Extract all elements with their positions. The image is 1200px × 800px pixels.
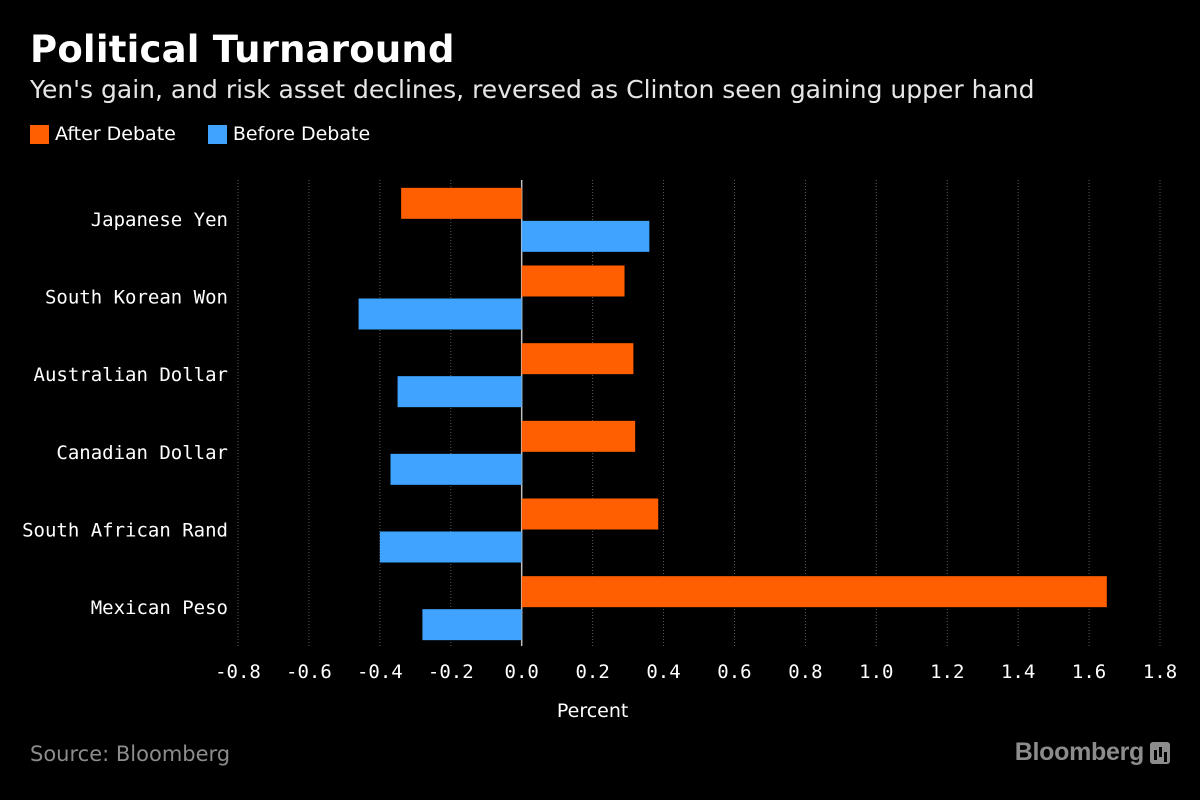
- source-note: Source: Bloomberg: [30, 742, 231, 766]
- bar-before-debate-australian-dollar: [397, 376, 522, 408]
- legend-item-after-debate: After Debate: [30, 123, 176, 145]
- x-tick-label: 0.6: [717, 661, 751, 683]
- bar-after-debate-japanese-yen: [401, 187, 522, 219]
- bar-before-debate-japanese-yen: [521, 220, 650, 252]
- category-label-south-african-rand: South African Rand: [22, 520, 228, 542]
- x-tick-label: -0.8: [215, 661, 261, 683]
- bar-after-debate-south-korean-won: [521, 265, 625, 297]
- bar-before-debate-mexican-peso: [422, 609, 522, 641]
- category-label-japanese-yen: Japanese Yen: [91, 209, 228, 231]
- category-label-australian-dollar: Australian Dollar: [34, 364, 228, 386]
- x-tick-label: 0.2: [575, 661, 609, 683]
- bar-before-debate-south-korean-won: [358, 298, 522, 330]
- legend: After Debate Before Debate: [30, 123, 402, 145]
- x-tick-label: 0.4: [646, 661, 680, 683]
- legend-label-before-debate: Before Debate: [232, 123, 371, 145]
- brand-wordmark: Bloomberg: [1014, 738, 1145, 766]
- brand-logo: Bloomberg: [1015, 738, 1170, 767]
- category-label-canadian-dollar: Canadian Dollar: [56, 442, 228, 464]
- legend-label-after-debate: After Debate: [55, 123, 176, 145]
- x-tick-label: 0.8: [788, 661, 822, 683]
- category-label-south-korean-won: South Korean Won: [45, 287, 228, 309]
- x-tick-label: 1.0: [859, 661, 893, 683]
- x-tick-label: 1.6: [1072, 661, 1106, 683]
- legend-swatch-before-debate: [207, 124, 227, 144]
- legend-swatch-after-debate: [30, 124, 49, 144]
- x-tick-label: 0.0: [505, 661, 539, 683]
- bar-after-debate-south-african-rand: [521, 498, 659, 530]
- x-tick-label: -0.2: [428, 661, 474, 683]
- bloomberg-graph-icon: [1150, 741, 1170, 764]
- x-tick-label: 1.4: [1001, 661, 1035, 683]
- bar-after-debate-mexican-peso: [521, 576, 1107, 608]
- bars: [358, 187, 1107, 641]
- bar-after-debate-australian-dollar: [521, 343, 634, 375]
- chart-subtitle: Yen's gain, and risk asset declines, rev…: [30, 75, 1035, 104]
- x-axis-label: Percent: [557, 700, 629, 722]
- x-tick-label: 1.2: [930, 661, 964, 683]
- bar-before-debate-south-african-rand: [379, 531, 522, 563]
- category-labels: Japanese Yen South Korean Won Australian D…: [22, 209, 228, 619]
- bar-after-debate-canadian-dollar: [521, 420, 636, 452]
- gridlines: [237, 180, 1161, 646]
- category-label-mexican-peso: Mexican Peso: [91, 597, 228, 619]
- x-tick-label: -0.4: [357, 661, 403, 683]
- legend-item-before-debate: Before Debate: [207, 123, 371, 145]
- x-tick-labels: -0.8 -0.6 -0.4 -0.2 0.0 0.2 0.4 0.6 0.8 1.0 1.2 1.4…: [215, 661, 1177, 683]
- x-tick-label: -0.6: [286, 661, 332, 683]
- bar-before-debate-canadian-dollar: [390, 453, 522, 485]
- chart-title: Political Turnaround: [30, 28, 455, 71]
- x-tick-label: 1.8: [1143, 661, 1177, 683]
